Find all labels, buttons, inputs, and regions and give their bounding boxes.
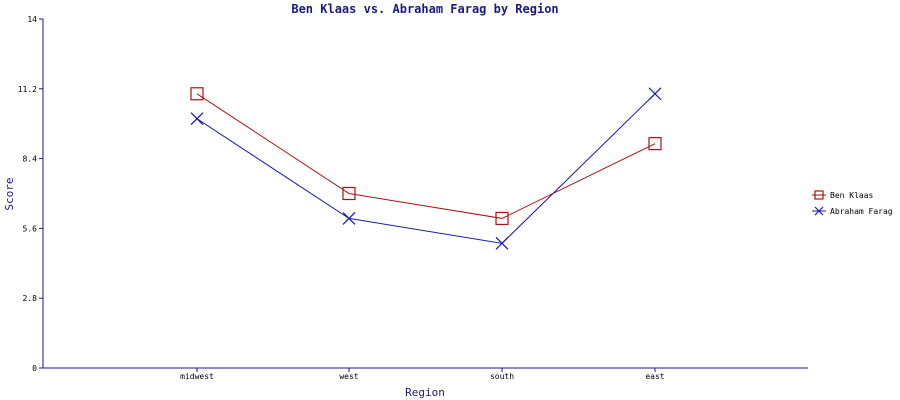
series-line-ben-klaas [196, 93, 656, 219]
series-layer [190, 87, 662, 250]
y-tick-label: 2.8 [23, 294, 38, 303]
legend-label-ben-klaas: Ben Klaas [830, 191, 874, 200]
y-tick-label: 0 [32, 364, 37, 373]
data-point-abraham-farag-west [342, 212, 356, 225]
data-point-abraham-farag-south [495, 236, 509, 250]
x-tick-label-south: south [490, 372, 514, 381]
data-point-abraham-farag-midwest [190, 112, 204, 126]
chart-title: Ben Klaas vs. Abraham Farag by Region [291, 2, 558, 16]
x-tick-label-east: east [645, 372, 664, 381]
x-tick-label-west: west [339, 372, 358, 381]
legend-label-abraham-farag: Abraham Farag [830, 207, 893, 216]
data-point-abraham-farag-east [648, 87, 662, 101]
data-point-ben-klaas-midwest [190, 87, 204, 101]
data-point-ben-klaas-south [495, 211, 509, 226]
series-line-abraham-farag [196, 93, 656, 244]
y-tick-label: 14 [27, 15, 37, 24]
y-axis-ticks: 0 2.8 5.6 8.4 11.2 14 [18, 15, 43, 373]
x-axis-label: Region [405, 386, 445, 399]
data-point-ben-klaas-west [342, 186, 356, 201]
y-tick-label: 5.6 [23, 224, 38, 233]
legend-marker-ben-klaas [814, 190, 824, 200]
y-axis-label: Score [3, 177, 16, 210]
data-point-ben-klaas-east [648, 137, 662, 151]
y-tick-label: 8.4 [23, 155, 38, 164]
x-axis-ticks: midwest west south east [180, 368, 665, 381]
x-tick-label-midwest: midwest [180, 372, 214, 381]
y-tick-label: 11.2 [18, 85, 37, 94]
legend: Ben Klaas Abraham Farag [812, 190, 893, 216]
legend-marker-abraham-farag [814, 206, 824, 216]
